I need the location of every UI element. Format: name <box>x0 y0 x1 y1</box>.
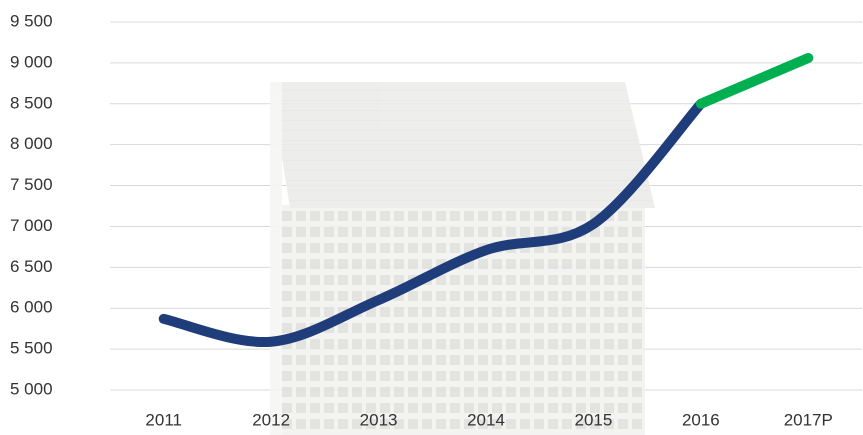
y-tick-label: 9 000 <box>10 52 53 71</box>
y-tick-label: 9 500 <box>10 11 53 30</box>
x-tick-label: 2015 <box>575 410 613 429</box>
y-tick-label: 7 000 <box>10 216 53 235</box>
y-tick-label: 8 000 <box>10 134 53 153</box>
line-series <box>695 52 814 109</box>
line-series <box>158 98 706 348</box>
x-tick-label: 2017P <box>784 410 833 429</box>
x-tick-label: 2012 <box>252 410 290 429</box>
x-tick-label: 2013 <box>360 410 398 429</box>
y-tick-label: 8 500 <box>10 93 53 112</box>
y-tick-label: 6 500 <box>10 257 53 276</box>
x-tick-label: 2016 <box>682 410 720 429</box>
y-tick-label: 7 500 <box>10 175 53 194</box>
x-tick-label: 2014 <box>467 410 505 429</box>
y-tick-label: 5 500 <box>10 339 53 358</box>
background-image <box>270 82 655 435</box>
x-tick-label: 2011 <box>145 410 182 429</box>
y-tick-label: 6 000 <box>10 298 53 317</box>
y-tick-label: 5 000 <box>10 379 53 398</box>
